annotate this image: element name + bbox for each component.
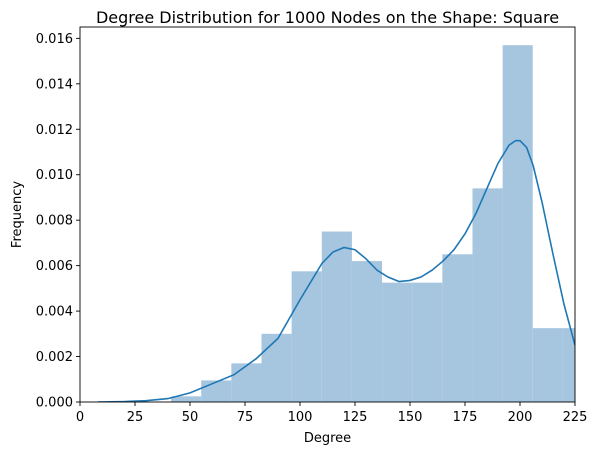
histogram-bar — [201, 380, 232, 402]
plot-frame — [79, 26, 576, 403]
y-tick-label: 0.014 — [36, 77, 73, 92]
histogram-bars — [171, 45, 575, 402]
histogram-bar — [412, 282, 443, 402]
histogram-bar — [231, 363, 262, 402]
x-axis-label: Degree — [304, 431, 351, 446]
histogram-bar — [382, 282, 413, 402]
x-axis-ticks: 0 25 50 75 100 125 150 175 200 225 — [76, 402, 588, 425]
histogram-bar — [532, 328, 563, 402]
y-tick-label: 0.006 — [36, 259, 73, 274]
x-tick-label: 100 — [288, 410, 313, 425]
histogram-bar — [351, 261, 383, 402]
kde-line — [97, 139, 575, 402]
y-axis-label: Frequency — [10, 181, 25, 248]
y-tick-label: 0.016 — [36, 32, 73, 47]
y-tick-label: 0.000 — [36, 396, 73, 411]
x-tick-label: 125 — [343, 410, 368, 425]
y-tick-label: 0.010 — [36, 168, 73, 183]
y-axis-ticks: 0.000 0.002 0.004 0.006 0.008 0.010 0.012 0.014… — [36, 32, 80, 411]
histogram-bar — [171, 396, 202, 402]
histogram-bar — [442, 254, 473, 402]
x-tick-label: 25 — [127, 410, 144, 425]
y-tick-label: 0.012 — [36, 123, 73, 138]
histogram-bar — [472, 188, 503, 402]
y-tick-label: 0.002 — [36, 350, 73, 365]
plot-area — [97, 45, 575, 402]
histogram-bar — [321, 231, 352, 402]
x-tick-label: 225 — [563, 410, 588, 425]
histogram-bar — [261, 333, 292, 402]
x-tick-label: 75 — [237, 410, 254, 425]
chart-title: Degree Distribution for 1000 Nodes on th… — [96, 8, 559, 27]
y-tick-label: 0.004 — [36, 305, 73, 320]
y-tick-label: 0.008 — [36, 214, 73, 229]
x-tick-label: 150 — [398, 410, 423, 425]
x-tick-label: 0 — [76, 410, 84, 425]
histogram-bar — [562, 328, 575, 402]
histogram-bar — [502, 45, 533, 402]
histogram-bar — [291, 271, 322, 402]
x-tick-label: 200 — [508, 410, 533, 425]
x-tick-label: 175 — [453, 410, 478, 425]
x-tick-label: 50 — [182, 410, 199, 425]
